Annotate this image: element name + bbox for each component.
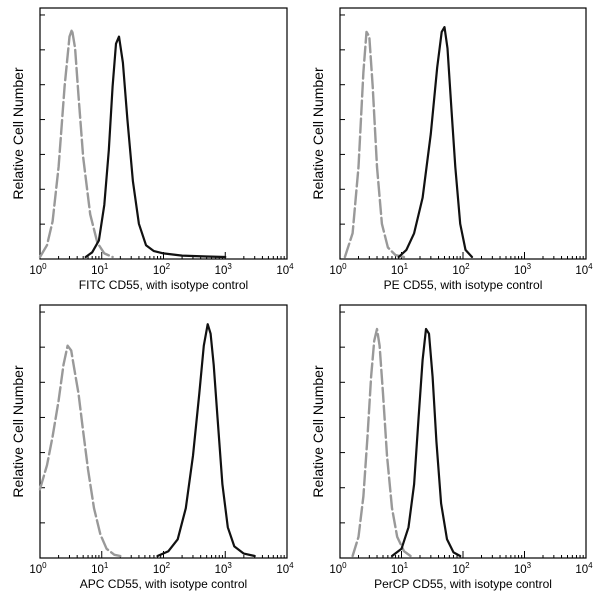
x-tick-label: 100 bbox=[329, 561, 347, 576]
cd55-stain-curve bbox=[390, 327, 462, 558]
plot-frame bbox=[39, 7, 288, 260]
x-tick-label: 102 bbox=[153, 561, 171, 576]
plot-frame bbox=[39, 304, 288, 559]
x-tick-label: 100 bbox=[29, 262, 47, 277]
x-tick-label: 103 bbox=[514, 262, 532, 277]
y-axis-label: Relative Cell Number bbox=[10, 67, 26, 200]
histogram-panel-apc: 100 101 102 103 104 APC CD55, with isotype co… bbox=[10, 304, 294, 591]
x-tick-label: 103 bbox=[514, 561, 532, 576]
histogram-panel-pe: 100 101 102 103 104 PE CD55, with isotype con… bbox=[310, 7, 593, 292]
cd55-stain-curve bbox=[156, 323, 256, 558]
isotype-control-curve bbox=[38, 344, 122, 558]
x-tick-label: 104 bbox=[575, 262, 593, 277]
x-axis-label: FITC CD55, with isotype control bbox=[79, 278, 248, 292]
x-axis-label: PerCP CD55, with isotype control bbox=[374, 577, 552, 591]
isotype-control-curve bbox=[351, 327, 412, 558]
x-tick-label: 104 bbox=[276, 561, 294, 576]
x-tick-label: 104 bbox=[276, 262, 294, 277]
x-tick-label: 103 bbox=[215, 262, 233, 277]
cd55-stain-curve bbox=[397, 26, 474, 259]
y-axis-label: Relative Cell Number bbox=[310, 365, 326, 498]
x-tick-label: 101 bbox=[391, 262, 409, 277]
x-tick-label: 100 bbox=[29, 561, 47, 576]
isotype-control-curve bbox=[38, 28, 114, 259]
x-tick-label: 104 bbox=[575, 561, 593, 576]
plot-frame bbox=[339, 304, 587, 559]
x-tick-label: 101 bbox=[91, 561, 109, 576]
x-axis-label: APC CD55, with isotype control bbox=[80, 577, 247, 591]
x-axis-label: PE CD55, with isotype control bbox=[384, 278, 543, 292]
isotype-control-curve bbox=[343, 30, 406, 259]
histogram-panel-percp: 100 101 102 103 104 PerCP CD55, with isotype … bbox=[310, 304, 593, 591]
y-axis-label: Relative Cell Number bbox=[10, 365, 26, 498]
x-tick-label: 102 bbox=[452, 262, 470, 277]
y-axis-label: Relative Cell Number bbox=[310, 67, 326, 200]
x-tick-label: 103 bbox=[215, 561, 233, 576]
x-tick-label: 101 bbox=[391, 561, 409, 576]
x-tick-label: 102 bbox=[452, 561, 470, 576]
x-tick-label: 101 bbox=[91, 262, 109, 277]
histogram-panel-fitc: 100 101 102 103 104 FITC CD55, with isotype c… bbox=[10, 7, 294, 292]
cd55-stain-curve bbox=[84, 35, 227, 259]
x-tick-label: 100 bbox=[329, 262, 347, 277]
x-tick-label: 102 bbox=[153, 262, 171, 277]
plot-frame bbox=[339, 7, 587, 260]
